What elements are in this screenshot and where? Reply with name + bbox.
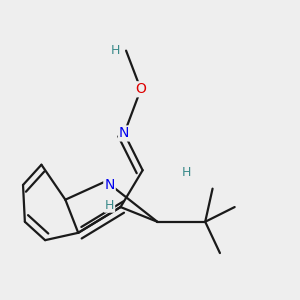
- Text: H: H: [105, 199, 114, 212]
- Text: O: O: [135, 82, 146, 96]
- Text: N: N: [104, 178, 115, 192]
- Text: H: H: [182, 166, 191, 178]
- Text: H: H: [110, 44, 120, 57]
- Text: N: N: [119, 126, 129, 140]
